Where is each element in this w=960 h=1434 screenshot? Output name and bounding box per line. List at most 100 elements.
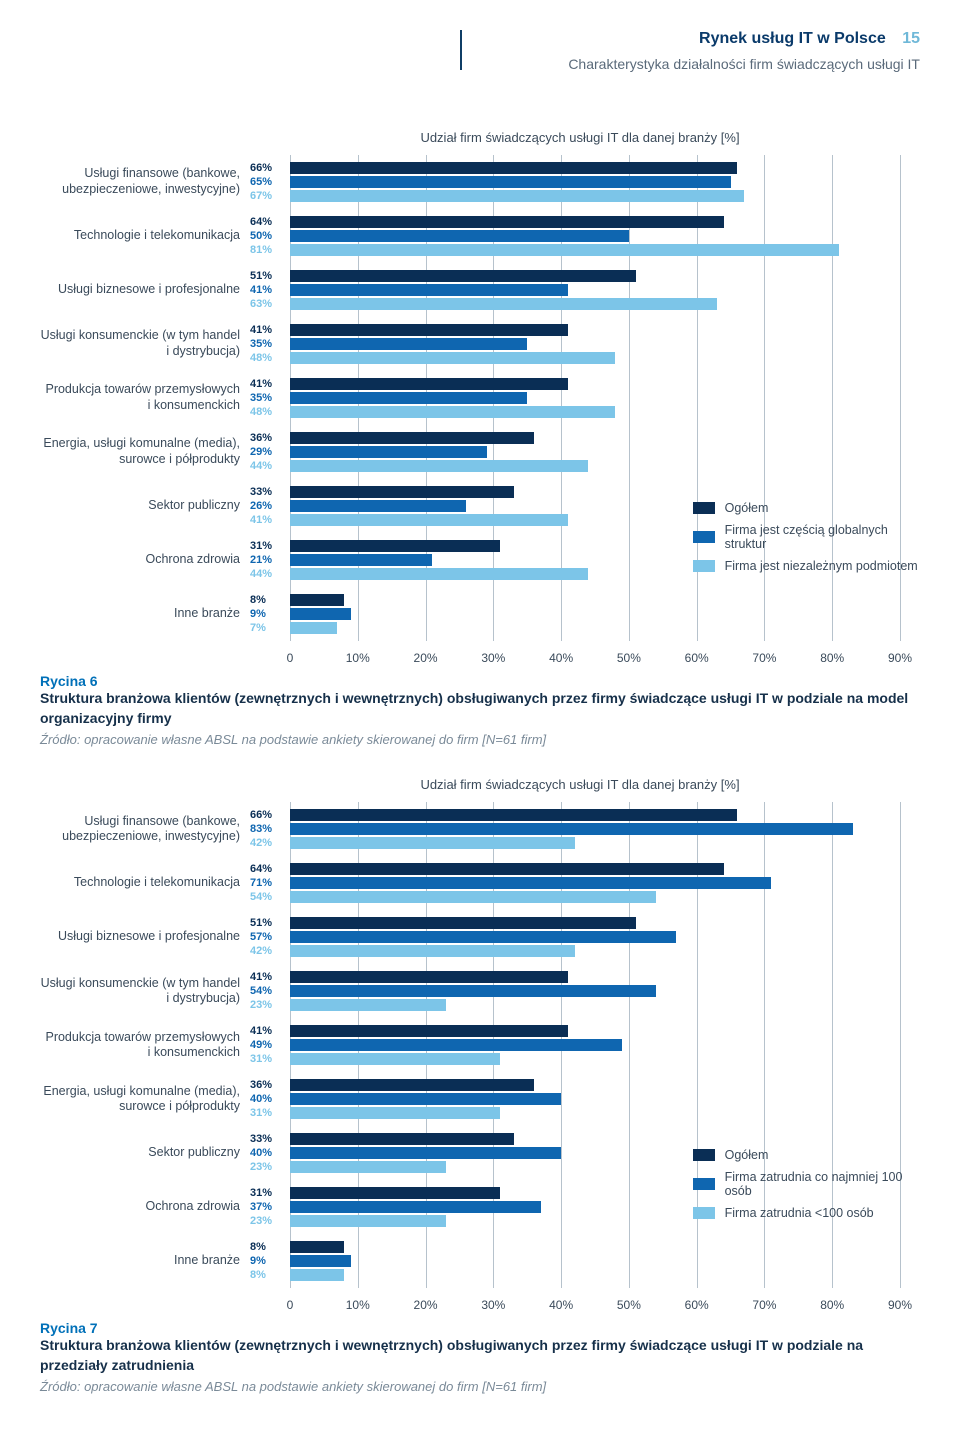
value-label: 36% [250, 1078, 290, 1092]
bar [290, 270, 636, 282]
value-label: 8% [250, 1240, 290, 1254]
category-values: 41%49%31% [250, 1024, 290, 1067]
bar [290, 1269, 344, 1281]
bars-cell [290, 1234, 900, 1288]
legend-swatch [693, 531, 715, 543]
legend-label: Firma jest niezależnym podmiotem [725, 559, 918, 573]
category-row: Usługi biznesowe i profesjonalne51%41%63… [40, 263, 900, 317]
figure-caption: Rycina 6Struktura branżowa klientów (zew… [40, 673, 920, 747]
value-label: 21% [250, 553, 290, 567]
bar [290, 1215, 446, 1227]
bars-cell [290, 263, 900, 317]
page-header: Rynek usług IT w Polsce 15 Charakterysty… [40, 30, 920, 100]
bar [290, 540, 500, 552]
category-label: Produkcja towarów przemysłowych i konsum… [40, 382, 250, 413]
category-row: Usługi finansowe (bankowe, ubezpieczenio… [40, 802, 900, 856]
value-label: 40% [250, 1146, 290, 1160]
category-label: Usługi finansowe (bankowe, ubezpieczenio… [40, 166, 250, 197]
category-values: 33%26%41% [250, 485, 290, 528]
legend-item: Ogółem [693, 1148, 920, 1162]
legend-item: Firma zatrudnia co najmniej 100 osób [693, 1170, 920, 1198]
legend-label: Firma jest częścią globalnych struktur [725, 523, 920, 551]
x-axis-tick: 60% [685, 651, 709, 665]
bar [290, 823, 853, 835]
bar [290, 190, 744, 202]
category-row: Produkcja towarów przemysłowych i konsum… [40, 1018, 900, 1072]
value-label: 65% [250, 175, 290, 189]
x-axis-tick: 30% [481, 651, 505, 665]
category-row: Inne branże8%9%7% [40, 587, 900, 641]
category-label: Usługi biznesowe i profesjonalne [40, 282, 250, 298]
header-title: Rynek usług IT w Polsce [699, 30, 886, 47]
value-label: 44% [250, 459, 290, 473]
bar [290, 486, 514, 498]
bar [290, 1107, 500, 1119]
bars-cell [290, 964, 900, 1018]
bar [290, 863, 724, 875]
bar [290, 230, 629, 242]
bar [290, 608, 351, 620]
category-label: Inne branże [40, 606, 250, 622]
value-label: 42% [250, 944, 290, 958]
value-label: 33% [250, 485, 290, 499]
chart-rycina-6: Udział firm świadczących usługi IT dla d… [40, 130, 920, 747]
x-axis-tick: 70% [752, 1298, 776, 1312]
legend-swatch [693, 1178, 715, 1190]
bar [290, 162, 737, 174]
category-values: 8%9%7% [250, 593, 290, 636]
figure-source: Źródło: opracowanie własne ABSL na podst… [40, 1379, 920, 1394]
figure-description: Struktura branżowa klientów (zewnętrznyc… [40, 1336, 920, 1375]
value-label: 31% [250, 539, 290, 553]
legend-swatch [693, 1149, 715, 1161]
category-row: Energia, usługi komunalne (media), surow… [40, 1072, 900, 1126]
x-axis-tick: 30% [481, 1298, 505, 1312]
bar [290, 1025, 568, 1037]
x-axis-tick: 90% [888, 651, 912, 665]
category-values: 64%71%54% [250, 862, 290, 905]
category-values: 41%35%48% [250, 377, 290, 420]
bar [290, 622, 337, 634]
category-label: Ochrona zdrowia [40, 1199, 250, 1215]
category-label: Usługi konsumenckie (w tym handel i dyst… [40, 328, 250, 359]
value-label: 35% [250, 391, 290, 405]
value-label: 48% [250, 351, 290, 365]
value-label: 23% [250, 998, 290, 1012]
bar [290, 999, 446, 1011]
value-label: 44% [250, 567, 290, 581]
bar [290, 971, 568, 983]
category-row: Usługi konsumenckie (w tym handel i dyst… [40, 964, 900, 1018]
value-label: 64% [250, 862, 290, 876]
category-label: Energia, usługi komunalne (media), surow… [40, 436, 250, 467]
value-label: 50% [250, 229, 290, 243]
x-axis-tick: 20% [414, 651, 438, 665]
x-axis-tick: 80% [820, 1298, 844, 1312]
value-label: 41% [250, 323, 290, 337]
bar [290, 931, 676, 943]
bar [290, 1201, 541, 1213]
category-label: Inne branże [40, 1253, 250, 1269]
value-label: 8% [250, 1268, 290, 1282]
legend-swatch [693, 502, 715, 514]
value-label: 26% [250, 499, 290, 513]
bar [290, 244, 839, 256]
value-label: 37% [250, 1200, 290, 1214]
x-axis-tick: 10% [346, 1298, 370, 1312]
x-axis-tick: 50% [617, 1298, 641, 1312]
bar [290, 1187, 500, 1199]
value-label: 51% [250, 269, 290, 283]
category-label: Produkcja towarów przemysłowych i konsum… [40, 1030, 250, 1061]
bar [290, 284, 568, 296]
category-values: 66%83%42% [250, 808, 290, 851]
x-axis-tick: 20% [414, 1298, 438, 1312]
bar [290, 891, 656, 903]
chart-body: 010%20%30%40%50%60%70%80%90%Usługi finan… [40, 802, 920, 1312]
value-label: 54% [250, 890, 290, 904]
bar [290, 1039, 622, 1051]
value-label: 31% [250, 1106, 290, 1120]
category-row: Energia, usługi komunalne (media), surow… [40, 425, 900, 479]
bar [290, 568, 588, 580]
legend-swatch [693, 560, 715, 572]
bar [290, 500, 466, 512]
legend-swatch [693, 1207, 715, 1219]
category-values: 31%21%44% [250, 539, 290, 582]
